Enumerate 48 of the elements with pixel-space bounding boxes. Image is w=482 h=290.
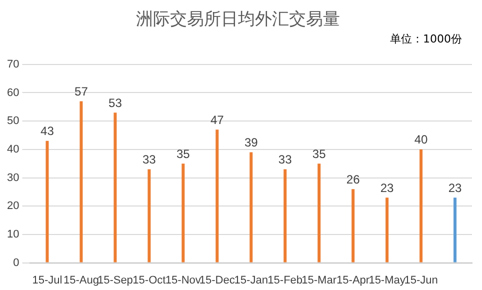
data-label: 53 [108, 96, 122, 110]
x-tick-label: 15-Jan [234, 274, 268, 286]
x-tick-label: 15-Apr [336, 274, 370, 286]
bar [250, 152, 253, 262]
x-tick-label: 15-Aug [63, 274, 99, 286]
data-label: 39 [244, 136, 258, 150]
y-tick-label: 50 [6, 115, 20, 128]
data-label: 43 [40, 124, 54, 138]
x-tick-label: 15-Dec [199, 274, 236, 286]
bar [318, 164, 321, 262]
y-tick-label: 30 [6, 172, 20, 184]
y-tick-label: 40 [6, 143, 20, 156]
data-label: 23 [380, 180, 394, 195]
x-tick-label: 15-Sep [97, 274, 133, 286]
data-label: 40 [414, 132, 428, 147]
bar [114, 112, 117, 262]
x-tick-label: 15-May [368, 274, 406, 286]
data-label: 23 [448, 180, 462, 195]
data-label: 33 [278, 152, 292, 167]
data-label: 57 [74, 84, 88, 99]
x-tick-label: 15-Jun [404, 274, 438, 286]
bar [182, 164, 185, 262]
x-tick-label: 15-Jul [32, 274, 62, 286]
bar [148, 169, 151, 262]
x-tick-label: 15-Mar [302, 274, 337, 286]
bar [420, 149, 423, 262]
data-label: 33 [142, 152, 156, 167]
data-label: 35 [176, 146, 190, 161]
chart-title: 洲际交易所日均外汇交易量 [136, 10, 340, 30]
data-label: 35 [312, 146, 326, 161]
x-tick-label: 15-Nov [165, 274, 202, 286]
bar [46, 140, 49, 262]
x-tick-label: 15-Feb [268, 274, 303, 286]
y-tick-label: 0 [13, 256, 20, 269]
bar [80, 101, 83, 262]
y-tick-label: 60 [6, 86, 20, 99]
text: 单位：1000份 [390, 32, 462, 46]
bar [284, 169, 287, 262]
y-tick-label: 70 [6, 58, 20, 70]
bar [216, 130, 219, 262]
x-tick-label: 15-Oct [132, 274, 166, 286]
y-tick-label: 20 [6, 200, 20, 212]
data-label: 47 [210, 112, 224, 127]
bar [454, 198, 457, 262]
bar [352, 189, 355, 262]
y-tick-label: 10 [6, 228, 20, 240]
bar [386, 198, 389, 262]
data-label: 26 [346, 172, 360, 186]
